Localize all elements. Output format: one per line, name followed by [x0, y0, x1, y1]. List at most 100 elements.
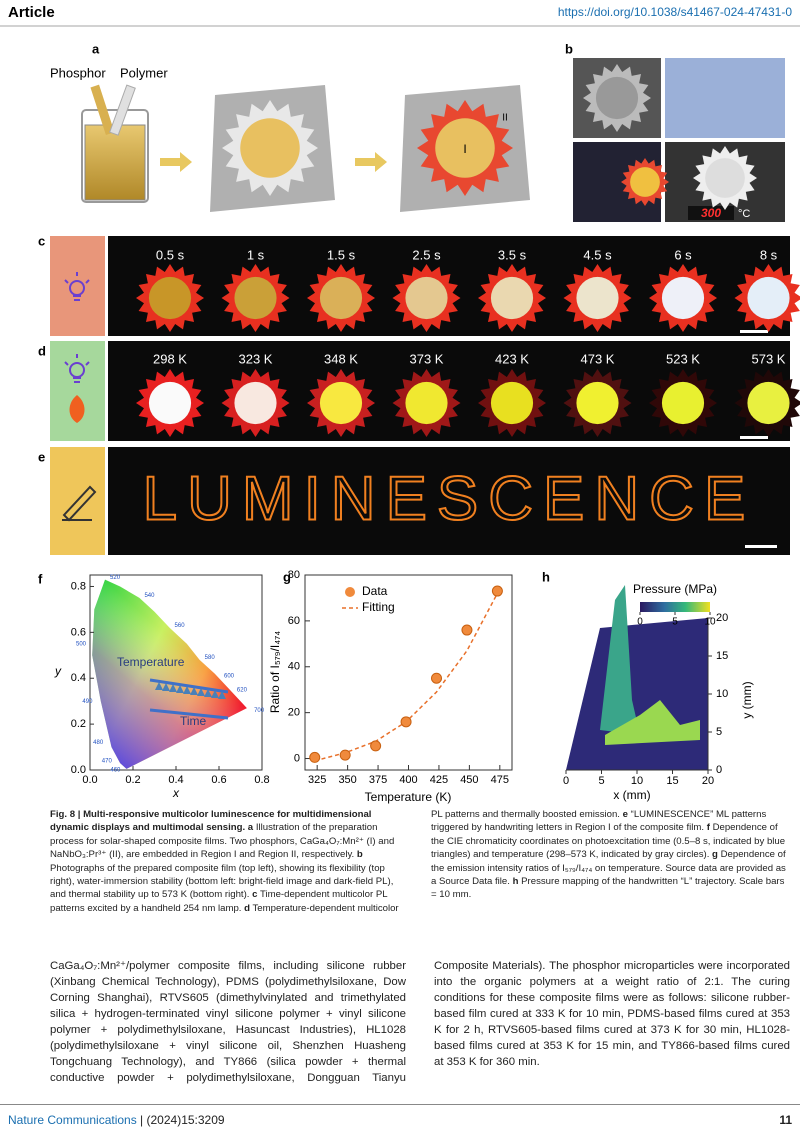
panel-letter: h — [542, 569, 550, 584]
spoon — [109, 84, 136, 136]
triangle-marker — [197, 688, 205, 696]
colorbar-tick-label: 10 — [704, 617, 716, 628]
surface-base — [566, 618, 708, 770]
legend-label: Data — [362, 584, 388, 598]
caption-label: e — [622, 809, 628, 820]
arrow — [149, 708, 229, 720]
x-tick-label: 350 — [338, 774, 356, 786]
caption-label: c — [252, 889, 258, 901]
colorbar-tick-label: 0 — [637, 617, 643, 628]
sun-core — [630, 167, 660, 197]
caption-text: Dependence of the emission intensity rat… — [431, 849, 786, 888]
x-tick-label: 400 — [399, 774, 417, 786]
y-axis-label: y (mm) — [740, 681, 754, 718]
lamp-icon — [64, 354, 90, 383]
caption-label: f — [706, 822, 710, 834]
label: Polymer — [120, 65, 168, 80]
temperature-label: 423 K — [495, 351, 529, 366]
journal: Nature Communications — [8, 1113, 137, 1127]
x-tick-label: 0.8 — [254, 774, 269, 786]
caption-text: Temperature-dependent multicolor PL patt… — [252, 809, 620, 914]
fit-line — [314, 593, 499, 762]
pattern-core — [405, 276, 448, 320]
y-tick-label: 20 — [288, 707, 300, 719]
scale-bar — [745, 545, 777, 548]
wavelength-label: 500 — [76, 641, 87, 647]
triangle-marker — [204, 689, 212, 697]
footer: Nature Communications | (2024)15:3209 — [8, 1113, 225, 1127]
panel-letter: b — [565, 41, 573, 56]
arrow — [160, 152, 192, 172]
temperature-display: 300 — [701, 206, 721, 220]
label: I — [463, 142, 466, 156]
caption-text: Time-dependent multicolor PL patterns ex… — [50, 889, 388, 914]
x-tick-label: 20 — [702, 775, 714, 787]
y-tick-label: 0.8 — [71, 580, 86, 592]
x-tick-label: 0.2 — [125, 774, 140, 786]
temperature-label: 323 K — [239, 351, 273, 366]
pattern-core — [747, 381, 790, 425]
x-axis-label: Temperature (K) — [365, 790, 452, 804]
data-point — [461, 624, 473, 636]
time-label: 1 s — [247, 247, 265, 262]
surface-peak — [600, 585, 640, 735]
x-axis-label: x — [172, 786, 180, 800]
y-tick-label: 0.2 — [71, 718, 86, 730]
y-tick-label: 0.4 — [71, 672, 86, 684]
pattern-core — [148, 276, 192, 320]
wavelength-label: 540 — [144, 593, 155, 599]
beaker — [84, 124, 146, 201]
y-tick-label: 0.0 — [71, 764, 86, 776]
y-tick-label: 10 — [716, 688, 728, 700]
footer-rule — [0, 1104, 800, 1105]
sun-core — [240, 118, 300, 178]
caption-text: Illustration of the preparation process … — [50, 822, 395, 861]
panel-letter: d — [38, 343, 46, 358]
caption-label: b — [356, 849, 363, 861]
y-tick-label: 0.6 — [71, 626, 86, 638]
doi-link[interactable]: https://doi.org/10.1038/s41467-024-47431… — [558, 5, 793, 19]
data-point — [431, 672, 443, 684]
time-label: 8 s — [760, 247, 778, 262]
temperature-label: 573 K — [752, 351, 786, 366]
caption-text: “LUMINESCENCE” ML patterns triggered by … — [431, 809, 767, 834]
y-tick-label: 0 — [294, 752, 300, 764]
panel-letter: e — [38, 449, 45, 464]
x-tick-label: 0 — [563, 775, 569, 787]
sun-core — [435, 118, 495, 178]
data-point — [309, 751, 321, 763]
x-tick-label: 425 — [430, 774, 448, 786]
sun-core — [595, 76, 639, 120]
temperature-label: 348 K — [324, 351, 358, 366]
pattern-core — [490, 276, 534, 320]
caption: Fig. 8 | Multi-responsive multicolor lum… — [50, 808, 790, 915]
legend-marker — [345, 587, 355, 597]
label: II — [502, 113, 508, 124]
axes-frame — [304, 574, 513, 771]
x-tick-label: 0.0 — [82, 774, 97, 786]
colorbar-tick-label: 5 — [672, 617, 678, 628]
x-axis-label: x (mm) — [613, 788, 650, 802]
surface-peak — [605, 700, 700, 745]
wavelength-label: 490 — [82, 699, 93, 705]
y-tick-label: 80 — [288, 569, 300, 581]
x-tick-label: 0.4 — [168, 774, 183, 786]
caption-label: h — [512, 876, 519, 888]
time-label: 4.5 s — [583, 247, 612, 262]
pattern-core — [576, 276, 619, 320]
cie-gamut-blue — [92, 579, 247, 769]
caption-text: Photographs of the prepared composite fi… — [50, 862, 394, 901]
annotation: Time — [180, 714, 207, 728]
wavelength-label: 470 — [102, 758, 113, 764]
time-label: 1.5 s — [327, 247, 356, 262]
data-point — [370, 740, 382, 752]
pattern-core — [661, 276, 705, 320]
annotation: Temperature — [117, 655, 185, 669]
panel-letter: f — [38, 571, 43, 586]
time-label: 0.5 s — [156, 247, 185, 262]
triangle-marker — [211, 690, 219, 698]
caption-label: d — [244, 902, 251, 914]
x-tick-label: 10 — [631, 775, 643, 787]
triangle-marker — [155, 682, 163, 690]
pattern-core — [234, 381, 277, 425]
